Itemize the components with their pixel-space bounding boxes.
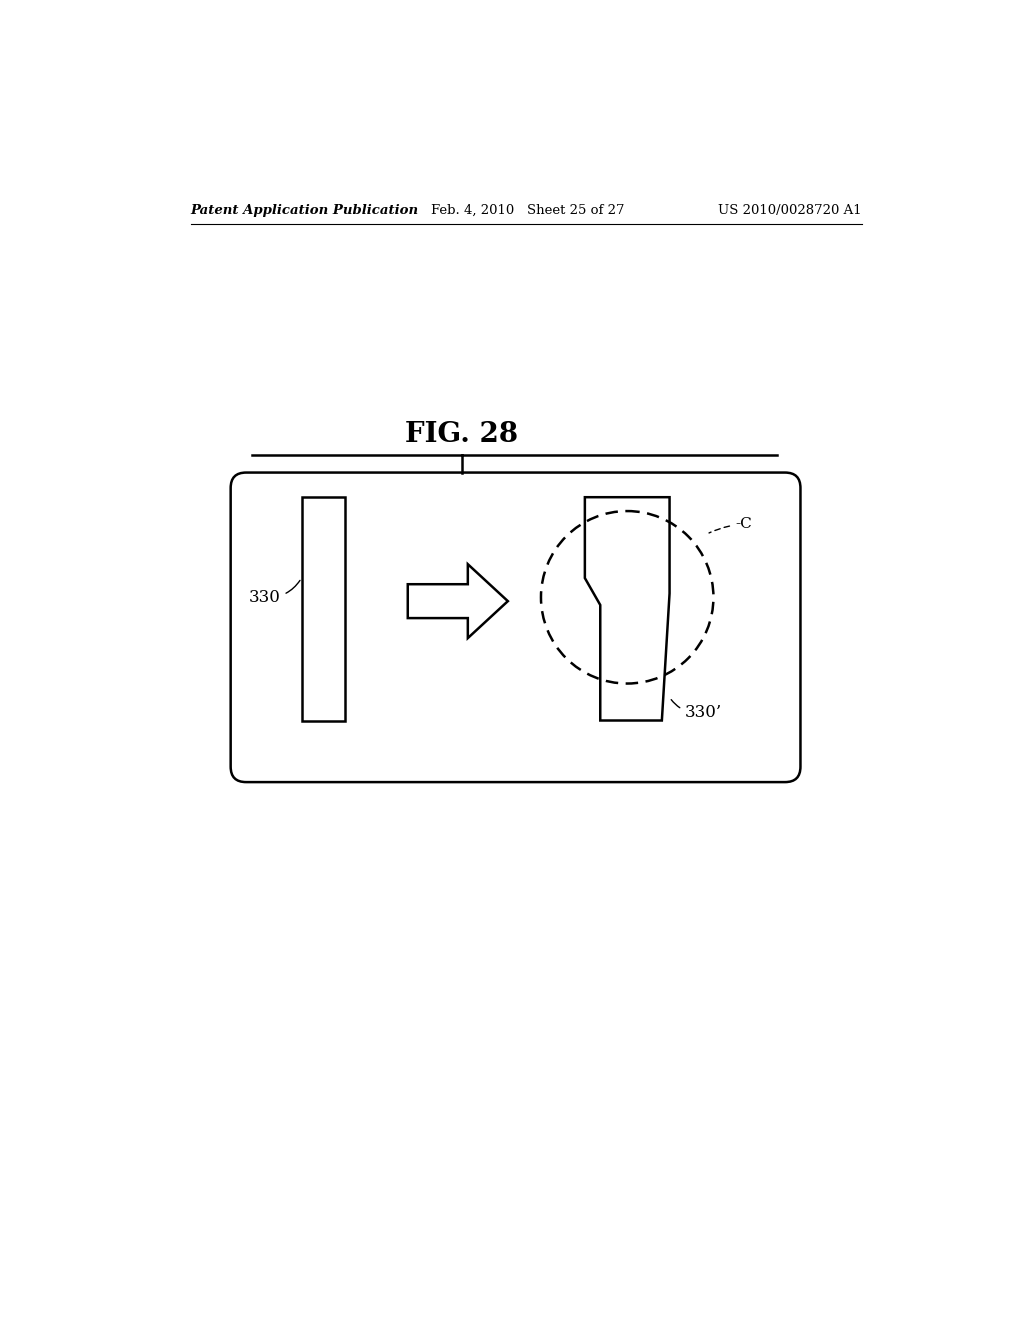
Polygon shape — [585, 498, 670, 721]
Bar — [301, 498, 345, 721]
Text: Patent Application Publication: Patent Application Publication — [190, 205, 419, 218]
Text: US 2010/0028720 A1: US 2010/0028720 A1 — [719, 205, 862, 218]
Text: FIG. 28: FIG. 28 — [406, 421, 518, 447]
Text: 330’: 330’ — [671, 700, 722, 721]
Text: 330: 330 — [249, 581, 300, 606]
Text: -C: -C — [709, 517, 752, 533]
FancyBboxPatch shape — [230, 473, 801, 781]
Polygon shape — [408, 564, 508, 638]
Text: Feb. 4, 2010   Sheet 25 of 27: Feb. 4, 2010 Sheet 25 of 27 — [431, 205, 625, 218]
